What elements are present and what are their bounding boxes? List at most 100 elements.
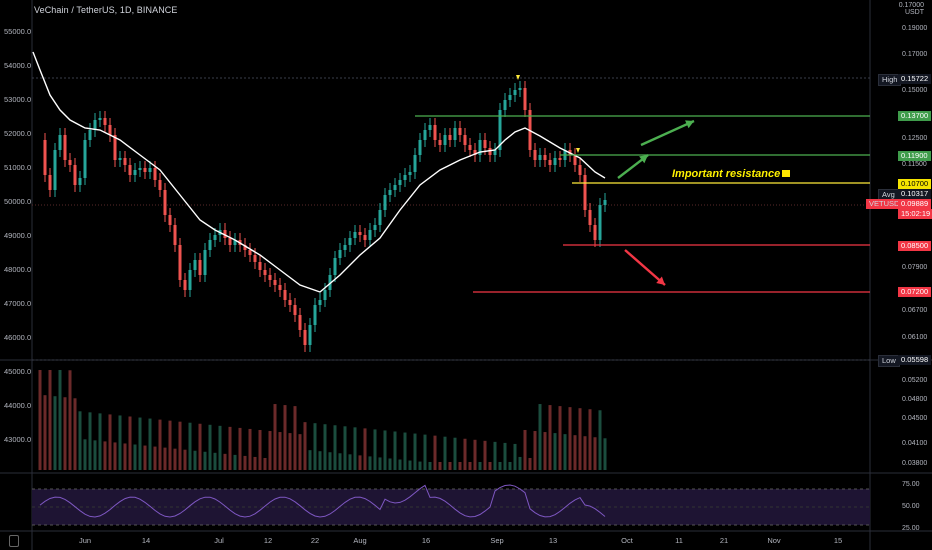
left-axis-label: 49000.0 bbox=[4, 231, 31, 240]
volume-bar bbox=[443, 436, 447, 470]
candle bbox=[353, 232, 357, 238]
volume-bar bbox=[258, 429, 262, 470]
candle bbox=[63, 135, 67, 160]
volume-bar bbox=[503, 442, 507, 470]
left-axis-label: 46000.0 bbox=[4, 333, 31, 342]
candle bbox=[148, 168, 152, 172]
candle bbox=[338, 250, 342, 258]
volume-bar bbox=[68, 370, 72, 470]
annotation-text[interactable]: Important resistance bbox=[672, 168, 781, 180]
candle bbox=[403, 175, 407, 180]
candle bbox=[198, 260, 202, 275]
right-axis-label: 0.15000 bbox=[902, 87, 927, 94]
candle bbox=[298, 315, 302, 330]
tradingview-logo-icon[interactable] bbox=[9, 535, 19, 547]
candle bbox=[313, 305, 317, 325]
volume-bar bbox=[483, 440, 487, 470]
candle bbox=[208, 240, 212, 250]
volume-bar bbox=[543, 432, 547, 470]
candle bbox=[553, 158, 557, 165]
volume-bar bbox=[513, 443, 517, 470]
time-axis-label: Sep bbox=[490, 536, 503, 545]
candle bbox=[438, 140, 442, 145]
volume-bar bbox=[473, 439, 477, 470]
volume-bar bbox=[173, 448, 177, 470]
candle bbox=[178, 245, 182, 280]
currency-top-label: 0.17000 bbox=[898, 2, 924, 9]
left-axis-label: 54000.0 bbox=[4, 61, 31, 70]
volume-bar bbox=[148, 418, 152, 470]
volume-bar bbox=[163, 447, 167, 470]
volume-bar bbox=[183, 449, 187, 470]
volume-bar bbox=[593, 437, 597, 470]
candle bbox=[103, 118, 107, 125]
time-axis-label: 22 bbox=[311, 536, 319, 545]
candle bbox=[393, 185, 397, 190]
chart-title: VeChain / TetherUS, 1D, BINANCE bbox=[34, 5, 178, 15]
right-axis-label: 0.04100 bbox=[902, 440, 927, 447]
volume-bar bbox=[488, 462, 492, 470]
price-badge-r107: 0.10700 bbox=[898, 179, 932, 189]
candle bbox=[268, 275, 272, 280]
left-axis-label: 51000.0 bbox=[4, 163, 31, 172]
time-axis-label: 11 bbox=[675, 536, 683, 545]
candle bbox=[183, 280, 187, 290]
volume-bar bbox=[538, 404, 542, 470]
candle bbox=[418, 140, 422, 155]
flag-icon bbox=[782, 170, 790, 177]
time-axis-label: 13 bbox=[549, 536, 557, 545]
candle bbox=[423, 130, 427, 140]
volume-bar bbox=[588, 409, 592, 470]
candle bbox=[248, 250, 252, 255]
rsi-axis-label: 75.00 bbox=[902, 481, 920, 488]
candle bbox=[373, 225, 377, 230]
volume-bar bbox=[563, 434, 567, 470]
volume-bar bbox=[63, 397, 67, 470]
price-badge-last: 0.09889 bbox=[898, 199, 932, 209]
price-badge-r119: 0.11900 bbox=[898, 151, 931, 161]
currency-label[interactable]: USDT bbox=[904, 9, 924, 16]
volume-bar bbox=[528, 458, 532, 470]
candle bbox=[343, 245, 347, 250]
volume-bar bbox=[263, 458, 267, 470]
candle bbox=[138, 168, 142, 170]
volume-bar bbox=[78, 411, 82, 470]
candle bbox=[498, 110, 502, 150]
candle bbox=[573, 155, 577, 165]
candle bbox=[113, 135, 117, 160]
candle bbox=[263, 270, 267, 275]
candle bbox=[388, 190, 392, 195]
time-axis-label: Nov bbox=[767, 536, 781, 545]
volume-bar bbox=[188, 422, 192, 470]
candle bbox=[193, 260, 197, 270]
volume-bar bbox=[408, 460, 412, 470]
volume-bar bbox=[453, 437, 457, 470]
price-badge-avg: 0.10317 bbox=[898, 189, 932, 199]
candle bbox=[93, 120, 97, 130]
volume-bar bbox=[573, 435, 577, 470]
volume-bar bbox=[523, 429, 527, 470]
volume-bar bbox=[123, 443, 127, 470]
volume-bar bbox=[308, 450, 312, 470]
candle bbox=[228, 238, 232, 245]
price-tag-last: VETUSDT bbox=[866, 199, 908, 209]
volume-bar bbox=[228, 426, 232, 470]
volume-bar bbox=[318, 451, 322, 470]
volume-bar bbox=[598, 410, 602, 470]
candle bbox=[88, 130, 92, 140]
volume-bar bbox=[138, 417, 142, 470]
left-axis-label: 50000.0 bbox=[4, 197, 31, 206]
volume-bar bbox=[223, 453, 227, 470]
volume-bar bbox=[518, 456, 522, 470]
candle bbox=[603, 200, 607, 205]
time-axis-label: 16 bbox=[422, 536, 430, 545]
left-axis-label: 43000.0 bbox=[4, 435, 31, 444]
price-badge-s072: 0.07200 bbox=[898, 287, 932, 297]
volume-bar bbox=[333, 425, 337, 470]
rsi-band bbox=[32, 489, 870, 525]
time-axis-label: Jul bbox=[214, 536, 224, 545]
price-badge-s085: 0.08500 bbox=[898, 241, 932, 251]
candle bbox=[543, 155, 547, 160]
